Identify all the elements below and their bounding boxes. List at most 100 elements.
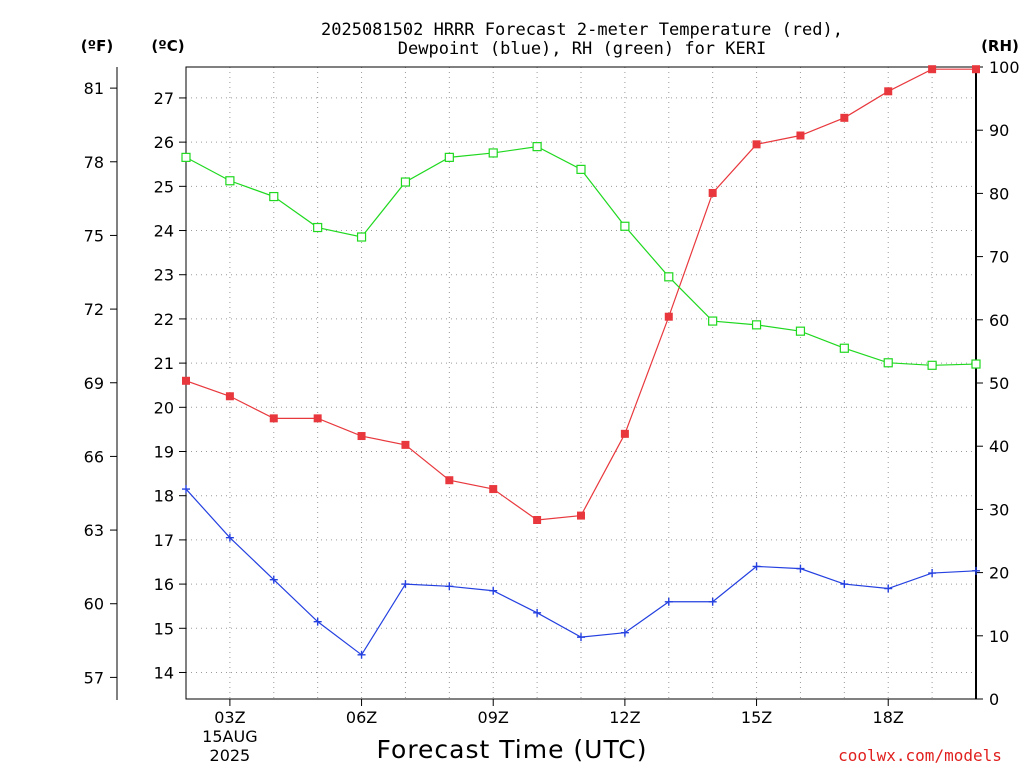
2-meter-temperature-point [620,429,629,438]
2-meter-temperature-point [884,87,893,96]
2-meter-temperature-point [269,414,278,423]
dewpoint-point [620,628,629,637]
x-tick-date-label: 15AUG [202,727,257,746]
celsius-tick-label: 22 [154,310,174,329]
rh-tick-label: 30 [989,500,1009,519]
2-meter-temperature-point [401,440,410,449]
rh-tick-label: 20 [989,564,1009,583]
chart-title-line-2: Dewpoint (blue), RH (green) for KERI [398,39,766,59]
fahrenheit-tick-label: 81 [84,79,104,98]
rh-point [400,177,411,187]
2-meter-temperature-point [357,432,366,441]
celsius-tick-label: 20 [154,398,174,417]
2-meter-temperature-point [445,476,454,485]
rh-point [532,142,542,152]
rh-tick-label: 60 [989,311,1009,330]
celsius-tick-label: 26 [154,133,174,152]
dewpoint-point [445,582,454,591]
rh-tick-label: 90 [989,121,1009,140]
fahrenheit-tick-label: 75 [84,226,104,245]
dewpoint-point [225,533,234,542]
2-meter-temperature-point [796,131,805,140]
celsius-tick-label: 18 [154,487,174,506]
dewpoint-point [313,617,322,626]
rh-point [181,152,191,162]
rh-tick-label: 50 [989,374,1009,393]
celsius-tick-label: 17 [154,531,174,550]
fahrenheit-tick-label: 57 [84,668,104,687]
rh-tick-label: 0 [989,690,999,709]
2-meter-temperature-point [752,140,761,149]
celsius-tick-label: 14 [154,663,174,682]
2-meter-temperature-point [708,188,717,197]
rh-point [576,164,586,174]
celsius-tick-label: 24 [154,222,174,241]
rh-tick-label: 10 [989,627,1009,646]
2-meter-temperature-point [577,511,585,520]
2-meter-temperature-point [840,113,849,122]
celsius-tick-label: 15 [154,619,174,638]
rh-point [313,222,323,233]
celsius-tick-label: 21 [154,354,174,373]
rh-point [664,272,674,282]
rh-unit-label: (RH) [981,37,1019,55]
rh-tick-label: 80 [989,184,1009,203]
fahrenheit-tick-label: 60 [84,595,104,614]
2-meter-temperature-point [313,414,322,423]
rh-tick-label: 40 [989,437,1009,456]
rh-point [927,360,937,370]
dewpoint-point [708,597,717,606]
x-tick-label: 18Z [873,708,904,727]
fahrenheit-tick-label: 78 [84,153,104,172]
celsius-tick-label: 16 [154,575,174,594]
x-tick-label: 15Z [741,708,772,727]
dewpoint-point [928,569,937,578]
rh-tick-label: 100 [989,58,1020,77]
fahrenheit-tick-label: 72 [84,300,104,319]
celsius-tick-label: 19 [154,443,174,462]
rh-point [488,148,498,158]
2-meter-temperature-point [182,376,190,385]
rh-point [795,326,806,336]
dewpoint-point [269,575,278,584]
rh-point [444,152,454,162]
dewpoint-point [182,485,190,494]
dewpoint-point [752,562,761,571]
rh-tick-label: 70 [989,248,1009,267]
2-meter-temperature-point [972,65,980,74]
celsius-tick-label: 27 [154,89,174,108]
x-tick-label: 12Z [609,708,640,727]
dewpoint-point [489,586,498,595]
dewpoint-point [884,584,893,593]
axes [110,66,983,706]
grid-lines [186,67,976,699]
dewpoint-point [796,564,805,573]
x-tick-year-label: 2025 [210,746,251,765]
fahrenheit-unit-label: (ºF) [81,37,113,55]
x-axis-title: Forecast Time (UTC) [377,735,648,764]
dewpoint-point [840,580,849,589]
celsius-tick-label: 25 [154,177,174,196]
x-tick-label: 09Z [478,708,509,727]
2-meter-temperature-point [489,485,498,494]
2-meter-temperature-point [533,516,542,525]
x-tick-label: 06Z [346,708,377,727]
fahrenheit-tick-label: 66 [84,447,104,466]
rh-point [356,232,367,242]
dewpoint-point [401,580,410,589]
rh-point [225,176,235,186]
tick-labels: 14 15 16 17 18 19 20 21 22 23 24 25 26 27 57 60 63 66 69 72… [84,58,1020,765]
2-meter-temperature-point [928,65,937,74]
fahrenheit-tick-label: 63 [84,521,104,540]
dewpoint-point [972,566,980,575]
rh-point [751,320,762,330]
rh-point [620,221,630,231]
rh-point [883,358,893,368]
x-tick-label: 03Z [214,708,245,727]
rh-point [269,191,279,202]
dewpoint-point [577,633,585,642]
rh-point [971,359,981,369]
celsius-tick-label: 23 [154,266,174,285]
2-meter-temperature-point [225,392,234,401]
